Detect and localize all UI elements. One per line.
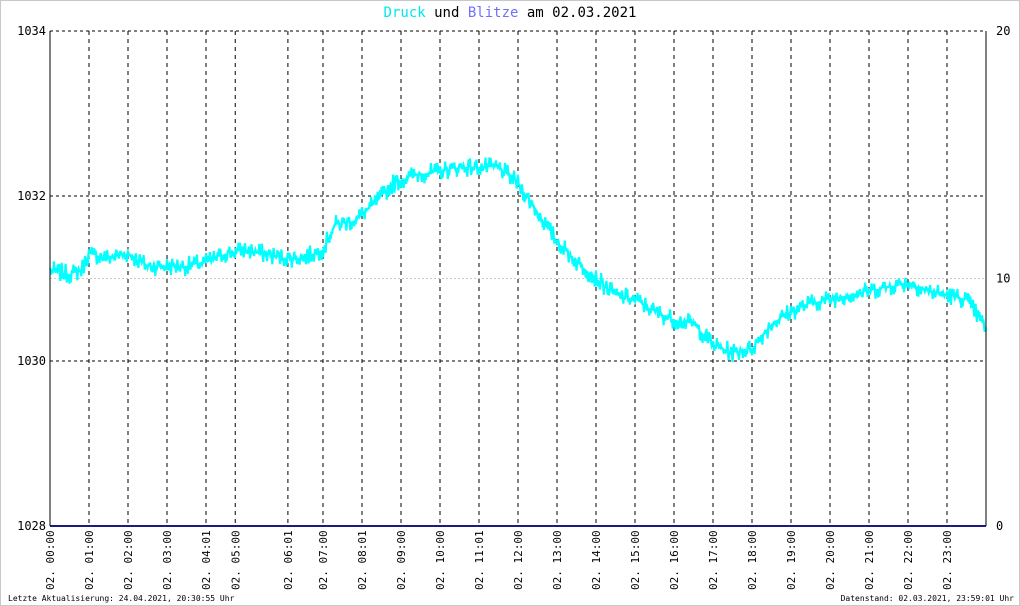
y-tick-label-left: 1030	[17, 354, 46, 368]
title-blitze: Blitze	[467, 5, 519, 21]
y-tick-label-right: 10	[996, 272, 1010, 286]
chart-title: Druck und Blitze am 02.03.2021	[0, 5, 1020, 21]
x-tick-label: 02. 04:01	[200, 530, 213, 590]
y-axis-right-labels: 0 10 20	[996, 24, 1010, 533]
x-tick-label: 02. 02:00	[122, 530, 135, 590]
x-tick-label: 02. 22:00	[902, 530, 915, 590]
x-tick-label: 02. 05:00	[229, 530, 242, 590]
y-tick-label-right: 20	[996, 24, 1010, 38]
x-tick-label: 02. 17:00	[707, 530, 720, 590]
x-tick-label: 02. 03:00	[161, 530, 174, 590]
y-tick-label-right: 0	[996, 519, 1003, 533]
x-tick-label: 02. 11:01	[473, 530, 486, 590]
data-status-text: Datenstand: 02.03.2021, 23:59:01 Uhr	[840, 594, 1014, 603]
series-layer	[48, 157, 988, 527]
x-tick-label: 02. 14:00	[590, 530, 603, 590]
x-tick-label: 02. 15:00	[629, 530, 642, 590]
x-tick-label: 02. 09:00	[395, 530, 408, 590]
axes-layer	[49, 31, 987, 526]
x-tick-label: 02. 23:00	[941, 530, 954, 590]
x-tick-label: 02. 06:01	[282, 530, 295, 590]
x-tick-label: 02. 10:00	[434, 530, 447, 590]
x-tick-label: 02. 01:00	[83, 530, 96, 590]
x-tick-label: 02. 19:00	[785, 530, 798, 590]
x-tick-label: 02. 16:00	[668, 530, 681, 590]
series-line-druck	[48, 157, 988, 363]
last-update-text: Letzte Aktualisierung: 24.04.2021, 20:30…	[8, 594, 235, 603]
x-tick-label: 02. 12:00	[512, 530, 525, 590]
title-und: und	[434, 5, 460, 21]
x-tick-label: 02. 20:00	[824, 530, 837, 590]
title-date: am 02.03.2021	[526, 5, 637, 21]
title-druck: Druck	[383, 5, 426, 21]
y-tick-label-left: 1028	[17, 519, 46, 533]
x-tick-label: 02. 00:00	[44, 530, 57, 590]
x-tick-label: 02. 21:00	[863, 530, 876, 590]
x-axis-labels: 02. 00:00 02. 01:00 02. 02:00 02. 03:00 02. …	[44, 530, 954, 590]
x-tick-label: 02. 08:01	[356, 530, 369, 590]
x-tick-label: 02. 18:00	[746, 530, 759, 590]
x-tick-label: 02. 07:00	[317, 530, 330, 590]
y-tick-label-left: 1034	[17, 24, 46, 38]
y-tick-label-left: 1032	[17, 189, 46, 203]
x-tick-label: 02. 13:00	[551, 530, 564, 590]
y-axis-left-labels: 1028 1030 1032 1034	[17, 24, 46, 533]
